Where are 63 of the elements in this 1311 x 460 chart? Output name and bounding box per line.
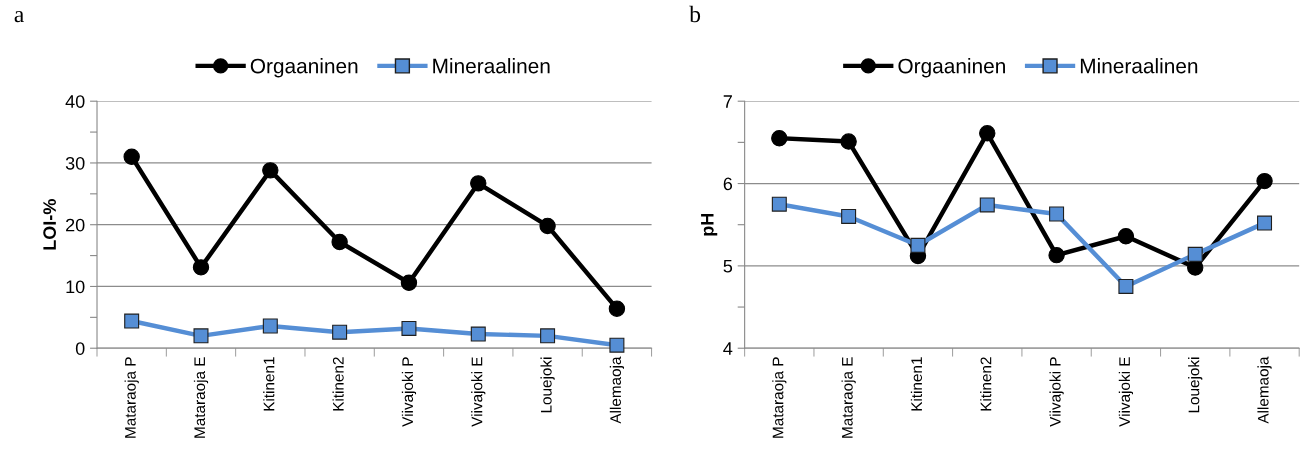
- x-tick-label: Louejoki: [1188, 357, 1203, 413]
- x-tick-label: Mataraoja E: [841, 357, 856, 438]
- y-tick-label: 0: [75, 342, 85, 355]
- point: [332, 324, 348, 340]
- legend-label: Orgaaninen: [898, 58, 1005, 78]
- point: [771, 196, 787, 212]
- legend-label: Mineraalinen: [1080, 58, 1198, 74]
- x-tick-label: Viivajoki P: [1049, 357, 1064, 427]
- y-axis-title: LOI-%: [43, 199, 56, 250]
- y-tick-label: 40: [65, 95, 85, 108]
- point: [262, 162, 279, 179]
- x-tick-label: Allemaoja: [609, 356, 625, 424]
- point: [910, 237, 926, 253]
- y-tick-label: 10: [66, 280, 85, 294]
- legend-label: Mineraalinen: [433, 58, 550, 74]
- point: [470, 175, 487, 192]
- point: [470, 326, 486, 342]
- point: [124, 313, 140, 329]
- x-tick-label: Allemaoja: [1257, 356, 1272, 424]
- point: [123, 148, 140, 165]
- x-tick-label: Kitinen1: [910, 357, 923, 411]
- point: [401, 320, 417, 336]
- x-tick-label: Viivajoki E: [471, 357, 486, 427]
- x-tick-label: Mataraoja P: [124, 357, 139, 438]
- point: [1048, 246, 1065, 264]
- point: [400, 274, 418, 291]
- point: [1049, 206, 1065, 222]
- point: [331, 233, 348, 251]
- point: [979, 125, 996, 142]
- point: [841, 208, 857, 224]
- point: [1256, 172, 1273, 190]
- chart-title: b: [689, 5, 701, 23]
- point: [608, 300, 626, 317]
- point: [1117, 228, 1135, 245]
- chart-title: a: [14, 10, 24, 23]
- legend-label: Orgaaninen: [250, 58, 358, 78]
- y-tick-label: 6: [723, 177, 733, 191]
- y-tick-label: 7: [723, 95, 732, 108]
- x-tick-label: Viivajoki E: [1118, 357, 1134, 427]
- x-tick-label: Kitinen2: [980, 357, 992, 411]
- point: [1187, 246, 1203, 262]
- y-tick-label: 4: [723, 342, 733, 355]
- x-tick-label: Mataraoja P: [772, 357, 787, 438]
- point: [539, 217, 556, 235]
- y-tick-label: 5: [723, 260, 733, 273]
- x-tick-label: Mataraoja E: [193, 357, 209, 438]
- point: [1118, 278, 1134, 294]
- point: [771, 130, 788, 147]
- x-tick-label: Kitinen1: [263, 357, 275, 411]
- point: [193, 328, 209, 344]
- point: [840, 133, 857, 150]
- y-tick-label: 30: [65, 156, 85, 170]
- point: [262, 318, 278, 334]
- y-axis-title: pH: [701, 213, 718, 236]
- y-tick-label: 20: [66, 218, 85, 232]
- point: [979, 197, 995, 213]
- x-tick-label: Viivajoki P: [401, 357, 417, 427]
- x-tick-label: Louejoki: [540, 357, 555, 413]
- point: [1257, 215, 1273, 231]
- x-tick-label: Kitinen2: [332, 357, 344, 411]
- point: [609, 337, 625, 353]
- point: [192, 259, 210, 276]
- point: [540, 328, 556, 344]
